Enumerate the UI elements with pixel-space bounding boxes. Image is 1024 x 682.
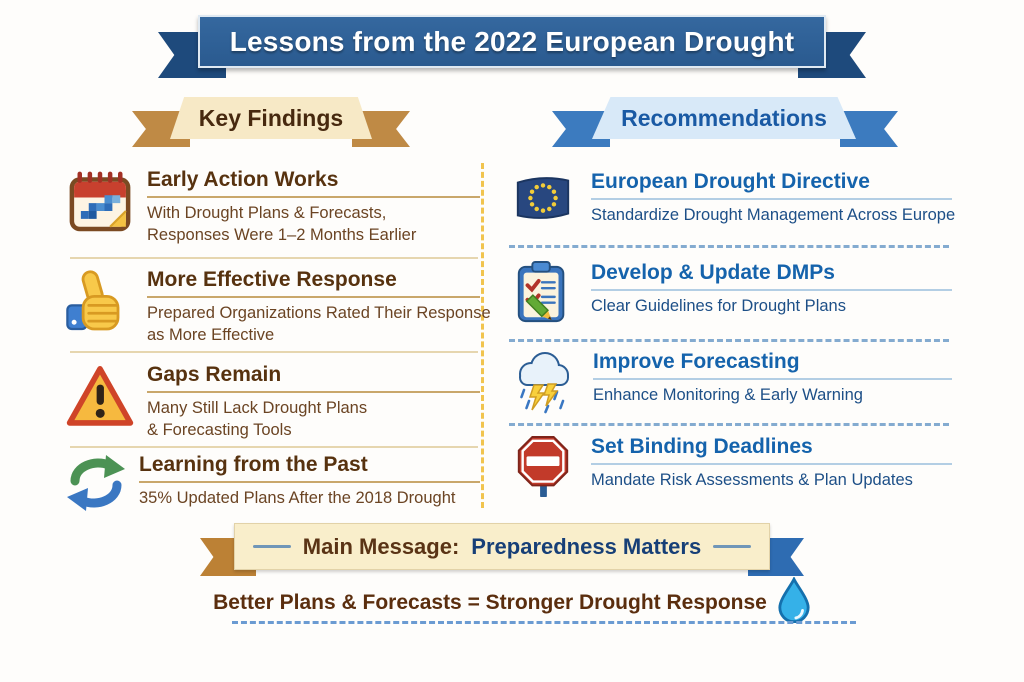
finding-effective-response: More Effective Response Prepared Organiz…	[64, 266, 491, 347]
column-divider	[481, 163, 484, 508]
main-message-banner: Main Message: Preparedness Matters	[234, 523, 770, 570]
recommendations-header: Recommendations	[592, 97, 856, 139]
rec-title: Develop & Update DMPs	[591, 261, 952, 291]
stop-sign-icon	[512, 433, 574, 506]
finding-text-line: & Forecasting Tools	[147, 420, 292, 439]
finding-text-line: With Drought Plans & Forecasts,	[147, 204, 387, 222]
footer-dashed-line	[232, 621, 856, 624]
dash-line	[713, 545, 752, 548]
rec-text-line: Mandate Risk Assessments & Plan Updates	[591, 471, 913, 489]
finding-early-action: Early Action Works With Drought Plans & …	[64, 166, 480, 247]
finding-text-line: as More Effective	[147, 325, 275, 344]
recommendations-separator	[509, 339, 949, 342]
rec-text-line: Enhance Monitoring & Early Warning	[593, 386, 863, 404]
key-findings-header-label: Key Findings	[198, 104, 344, 131]
finding-title: More Effective Response	[147, 268, 480, 298]
findings-separator	[70, 351, 478, 353]
rec-title: Set Binding Deadlines	[591, 435, 952, 465]
recommendations-separator	[509, 245, 949, 248]
title-banner: Lessons from the 2022 European Drought	[198, 15, 826, 68]
recommendations-separator	[509, 423, 949, 426]
warning-triangle-icon	[64, 361, 136, 438]
rec-text-line: Clear Guidelines for Drought Plans	[591, 297, 846, 315]
rec-binding-deadlines: Set Binding Deadlines Mandate Risk Asses…	[512, 433, 952, 506]
page-title: Lessons from the 2022 European Drought	[229, 25, 795, 57]
thumbs-up-icon	[64, 266, 136, 343]
key-findings-header: Key Findings	[170, 97, 372, 139]
dash-line	[252, 545, 291, 548]
findings-separator	[70, 446, 478, 448]
rec-title: European Drought Directive	[591, 170, 952, 200]
finding-text-line: 35% Updated Plans After the 2018 Drought	[139, 489, 456, 507]
rec-improve-forecasting: Improve Forecasting Enhance Monitoring &…	[512, 348, 952, 421]
footer-tagline-row: Better Plans & Forecasts = Stronger Drou…	[0, 576, 1024, 628]
rec-title: Improve Forecasting	[593, 350, 952, 380]
finding-title: Gaps Remain	[147, 363, 480, 393]
main-message-highlight: Preparedness Matters	[471, 533, 702, 559]
finding-title: Learning from the Past	[139, 453, 480, 483]
rec-drought-directive: European Drought Directive Standardize D…	[512, 168, 956, 235]
finding-text-line: Prepared Organizations Rated Their Respo…	[147, 304, 491, 322]
finding-title: Early Action Works	[147, 168, 480, 198]
eu-flag-icon	[512, 168, 574, 235]
footer-tagline: Better Plans & Forecasts = Stronger Drou…	[213, 590, 767, 614]
finding-text-line: Many Still Lack Drought Plans	[147, 399, 368, 417]
rec-develop-dmps: Develop & Update DMPs Clear Guidelines f…	[512, 259, 952, 332]
rec-text-line: Standardize Drought Management Across Eu…	[591, 206, 956, 224]
calendar-icon	[64, 166, 136, 243]
finding-gaps-remain: Gaps Remain Many Still Lack Drought Plan…	[64, 361, 480, 442]
clipboard-checklist-icon	[512, 259, 574, 332]
recycle-arrows-icon	[64, 451, 128, 520]
main-message-prefix: Main Message:	[302, 533, 460, 559]
finding-learning-past: Learning from the Past 35% Updated Plans…	[64, 451, 480, 520]
storm-cloud-icon	[512, 348, 576, 421]
finding-text-line: Responses Were 1–2 Months Earlier	[147, 225, 417, 244]
findings-separator	[70, 257, 478, 259]
recommendations-header-label: Recommendations	[621, 104, 827, 131]
